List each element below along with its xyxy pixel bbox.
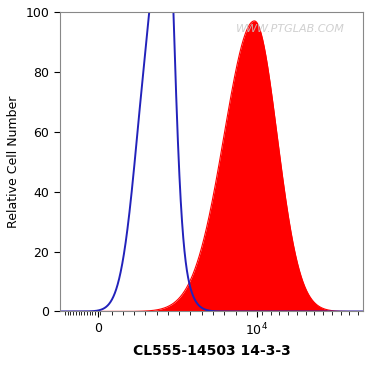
X-axis label: CL555-14503 14-3-3: CL555-14503 14-3-3 [132,344,290,358]
Text: WWW.PTGLAB.COM: WWW.PTGLAB.COM [236,24,344,34]
Y-axis label: Relative Cell Number: Relative Cell Number [7,96,20,228]
